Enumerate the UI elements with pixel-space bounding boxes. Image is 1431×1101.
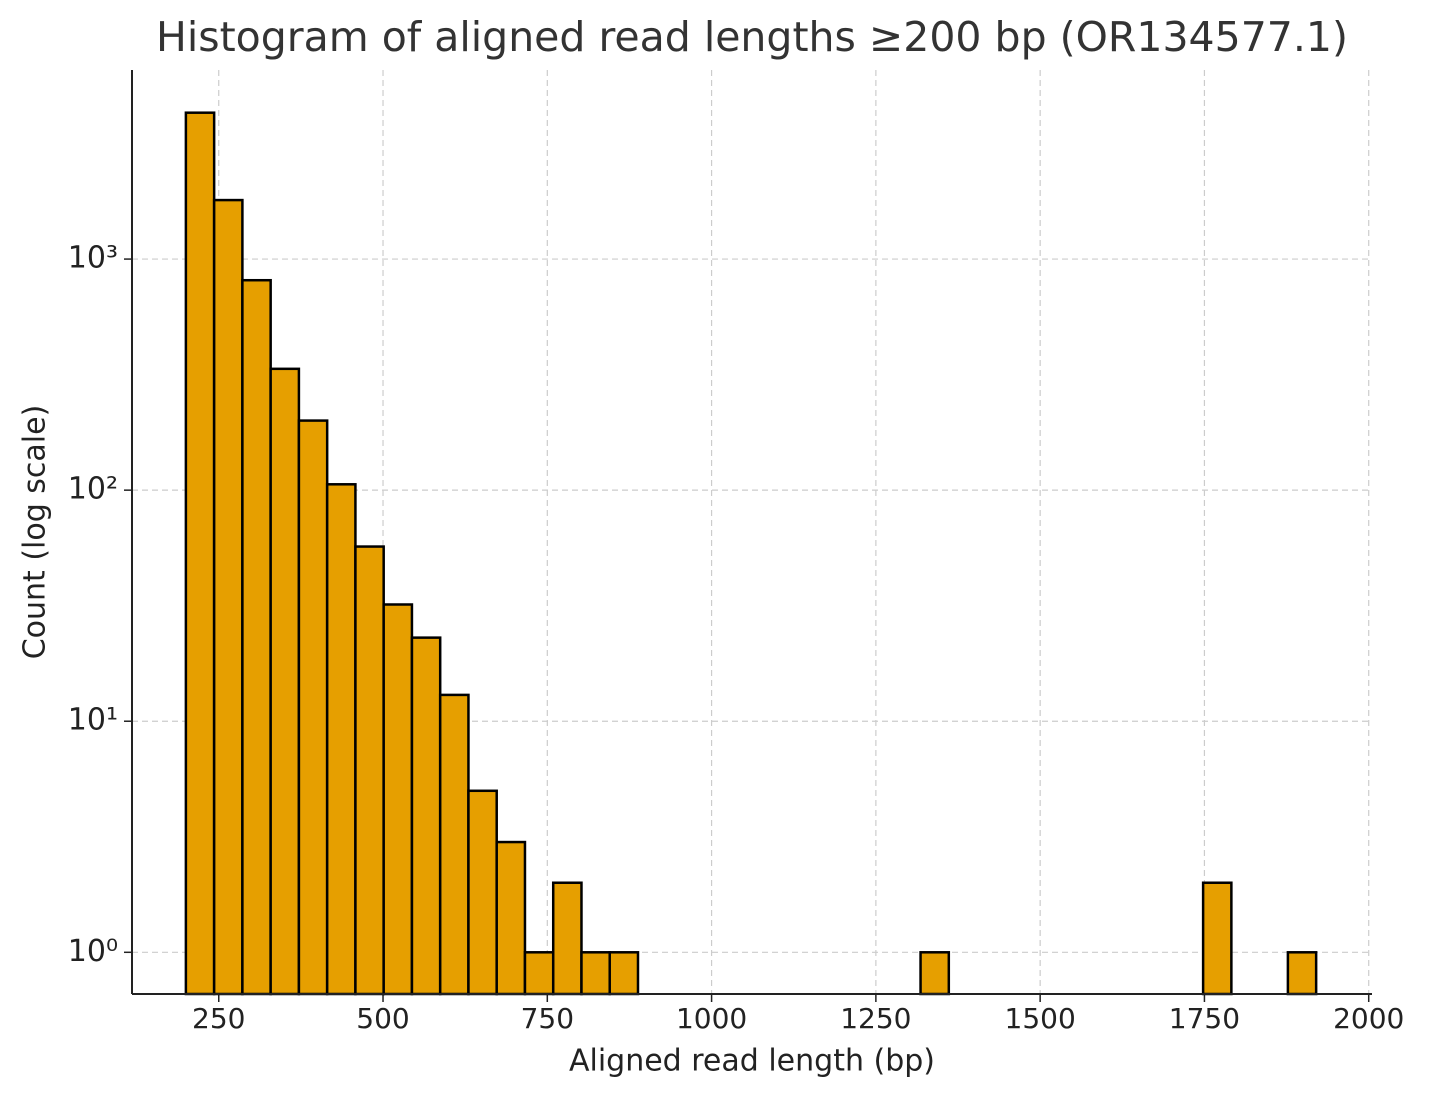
bar <box>212 198 244 996</box>
x-tick-label: 500 <box>356 1002 409 1035</box>
y-tick-label: 10⁰ <box>68 934 118 969</box>
y-tick-label: 10³ <box>68 241 118 276</box>
bar <box>241 278 272 996</box>
bar <box>410 636 442 996</box>
bar <box>1286 951 1318 996</box>
chart-title: Histogram of aligned read lengths ≥200 b… <box>156 13 1348 61</box>
bar <box>438 693 470 996</box>
x-tick-label: 1500 <box>1005 1002 1076 1035</box>
x-tick-label: 1750 <box>1169 1002 1240 1035</box>
bar <box>608 951 640 996</box>
x-tick-label: 1000 <box>676 1002 747 1035</box>
bar <box>269 367 301 996</box>
x-tick-label: 250 <box>192 1002 245 1035</box>
y-tick-label: 10¹ <box>68 703 118 738</box>
y-tick-label: 10² <box>68 472 118 507</box>
x-tick-label: 2000 <box>1333 1002 1404 1035</box>
bar <box>919 951 951 996</box>
x-tick-label: 1250 <box>840 1002 911 1035</box>
x-axis-label: Aligned read length (bp) <box>569 1044 935 1079</box>
bar <box>1201 881 1233 996</box>
bar <box>467 789 498 996</box>
bar <box>354 545 385 996</box>
bar <box>495 840 527 996</box>
x-tick-label: 750 <box>521 1002 574 1035</box>
bar <box>297 419 329 996</box>
bar <box>184 111 216 996</box>
bar <box>523 951 555 996</box>
bar <box>325 483 357 996</box>
y-axis-label: Count (log scale) <box>18 405 53 660</box>
bar <box>551 881 583 996</box>
bar <box>382 603 414 996</box>
bar <box>580 951 611 996</box>
